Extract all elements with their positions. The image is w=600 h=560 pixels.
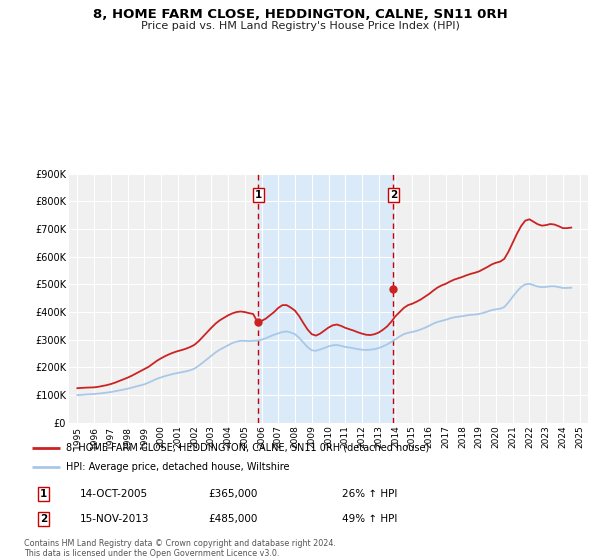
Text: 15-NOV-2013: 15-NOV-2013 xyxy=(80,514,149,524)
Text: This data is licensed under the Open Government Licence v3.0.: This data is licensed under the Open Gov… xyxy=(24,549,280,558)
Text: 2: 2 xyxy=(40,514,47,524)
Text: 1: 1 xyxy=(254,190,262,200)
Text: HPI: Average price, detached house, Wiltshire: HPI: Average price, detached house, Wilt… xyxy=(66,462,289,472)
Text: £485,000: £485,000 xyxy=(208,514,257,524)
Text: 49% ↑ HPI: 49% ↑ HPI xyxy=(342,514,397,524)
Text: 1: 1 xyxy=(40,489,47,499)
Text: 26% ↑ HPI: 26% ↑ HPI xyxy=(342,489,397,499)
Text: 14-OCT-2005: 14-OCT-2005 xyxy=(80,489,148,499)
Text: 2: 2 xyxy=(390,190,397,200)
Text: 8, HOME FARM CLOSE, HEDDINGTON, CALNE, SN11 0RH (detached house): 8, HOME FARM CLOSE, HEDDINGTON, CALNE, S… xyxy=(66,443,429,452)
Text: 8, HOME FARM CLOSE, HEDDINGTON, CALNE, SN11 0RH: 8, HOME FARM CLOSE, HEDDINGTON, CALNE, S… xyxy=(92,8,508,21)
Text: £365,000: £365,000 xyxy=(208,489,257,499)
Text: Price paid vs. HM Land Registry's House Price Index (HPI): Price paid vs. HM Land Registry's House … xyxy=(140,21,460,31)
Bar xyxy=(258,174,394,423)
Text: Contains HM Land Registry data © Crown copyright and database right 2024.: Contains HM Land Registry data © Crown c… xyxy=(24,539,336,548)
